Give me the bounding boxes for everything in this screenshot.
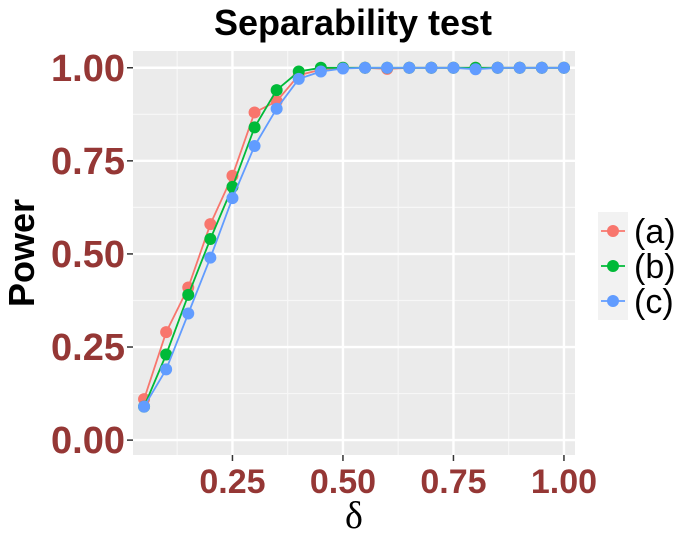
data-point	[138, 400, 151, 413]
data-point	[359, 61, 372, 74]
data-point	[182, 307, 195, 320]
y-tick-label: 1.00	[51, 48, 125, 90]
data-point	[513, 61, 526, 74]
data-point	[160, 348, 173, 361]
x-tick-label: 0.75	[420, 463, 486, 501]
series-2	[138, 61, 570, 413]
data-point	[204, 251, 217, 264]
data-point	[469, 63, 482, 76]
data-point	[204, 218, 217, 231]
data-point	[491, 61, 504, 74]
data-point	[336, 62, 349, 75]
data-point	[557, 61, 570, 74]
legend: (a)(b)(c)	[598, 212, 676, 321]
x-tick-label: 0.50	[310, 463, 376, 501]
data-point	[160, 363, 173, 376]
y-axis-title: Power	[1, 199, 42, 307]
chart-title: Separability test	[214, 2, 492, 43]
legend-label: (c)	[634, 283, 674, 321]
data-point	[226, 192, 239, 205]
data-point	[381, 61, 394, 74]
data-point	[248, 121, 261, 134]
data-point	[447, 61, 460, 74]
grid-major	[133, 51, 575, 455]
data-point	[204, 233, 217, 246]
legend-key-point	[607, 225, 619, 237]
data-point	[403, 61, 416, 74]
data-point	[270, 84, 283, 97]
x-axis-title: δ	[345, 495, 363, 537]
legend-key-point	[607, 295, 619, 307]
legend-key-point	[607, 260, 619, 272]
y-tick-label: 0.00	[51, 420, 125, 462]
y-axis: 0.00 0.25 0.50 0.75 1.00	[51, 48, 133, 462]
x-axis: 0.25 0.50 0.75 1.00	[199, 455, 597, 501]
y-tick-label: 0.25	[51, 327, 125, 369]
data-point	[160, 326, 173, 339]
y-tick-label: 0.75	[51, 141, 125, 183]
data-point	[248, 139, 261, 152]
data-point	[270, 102, 283, 115]
data-point	[292, 72, 305, 85]
series-layer	[138, 61, 570, 413]
x-tick-label: 0.25	[199, 463, 265, 501]
x-tick-label: 1.00	[531, 463, 597, 501]
data-point	[535, 61, 548, 74]
data-point	[248, 106, 261, 119]
data-point	[314, 65, 327, 78]
data-point	[182, 288, 195, 301]
legend-label: (b)	[634, 248, 676, 286]
y-tick-label: 0.50	[51, 234, 125, 276]
data-point	[425, 61, 438, 74]
legend-label: (a)	[634, 213, 676, 251]
